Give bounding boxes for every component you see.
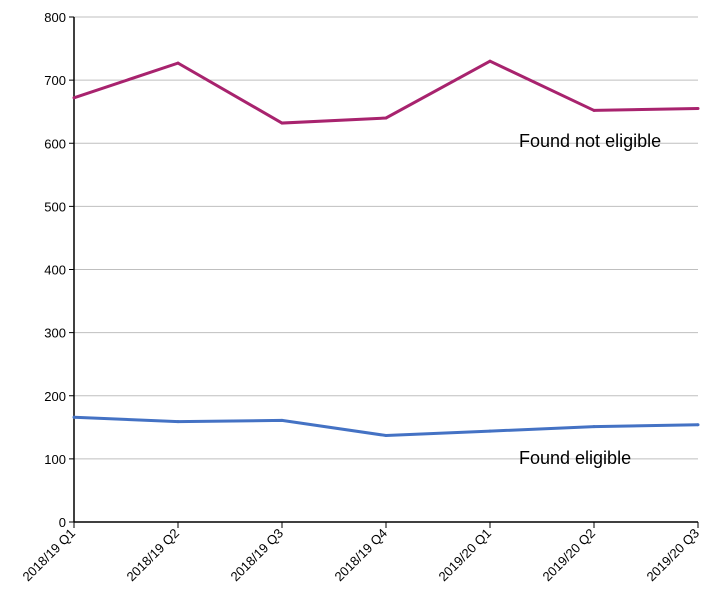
data-point xyxy=(488,429,492,433)
series-label-found-not-eligible: Found not eligible xyxy=(519,131,661,151)
y-tick-label: 400 xyxy=(44,263,66,278)
data-point xyxy=(488,59,492,63)
data-point xyxy=(696,423,700,427)
x-tick-label: 2019/20 Q3 xyxy=(643,526,702,585)
y-tick-label: 0 xyxy=(59,515,66,530)
y-tick-label: 300 xyxy=(44,326,66,341)
series-lines xyxy=(72,59,700,438)
data-point xyxy=(592,425,596,429)
data-point xyxy=(592,108,596,112)
y-tick-label: 500 xyxy=(44,199,66,214)
data-point xyxy=(384,116,388,120)
data-point xyxy=(384,434,388,438)
y-tick-label: 600 xyxy=(44,136,66,151)
data-point xyxy=(72,415,76,419)
x-tick-label: 2019/20 Q2 xyxy=(539,526,598,585)
x-tick-label: 2018/19 Q4 xyxy=(331,526,390,585)
series-line-found-not-eligible xyxy=(73,59,699,125)
series-line-found-eligible xyxy=(73,415,699,438)
x-tick-label: 2019/20 Q1 xyxy=(435,526,494,585)
data-point xyxy=(280,121,284,125)
x-tick-label: 2018/19 Q3 xyxy=(227,526,286,585)
x-tick-label: 2018/19 Q2 xyxy=(123,526,182,585)
y-axis: 0 100 200 300 400 500 600 700 800 xyxy=(44,10,75,530)
data-point xyxy=(280,418,284,422)
y-tick-label: 200 xyxy=(44,389,66,404)
gridlines xyxy=(74,16,698,460)
data-point xyxy=(176,420,180,424)
series-labels: Found not eligible Found eligible xyxy=(519,131,661,468)
x-axis: 2018/19 Q1 2018/19 Q2 2018/19 Q3 2018/19 Q4… xyxy=(19,521,702,585)
data-point xyxy=(696,107,700,111)
y-tick-label: 700 xyxy=(44,73,66,88)
y-tick-label: 800 xyxy=(44,10,66,25)
series-label-found-eligible: Found eligible xyxy=(519,448,631,468)
y-tick-label: 100 xyxy=(44,452,66,467)
data-point xyxy=(176,61,180,65)
x-tick-label: 2018/19 Q1 xyxy=(19,526,78,585)
data-point xyxy=(72,96,76,100)
